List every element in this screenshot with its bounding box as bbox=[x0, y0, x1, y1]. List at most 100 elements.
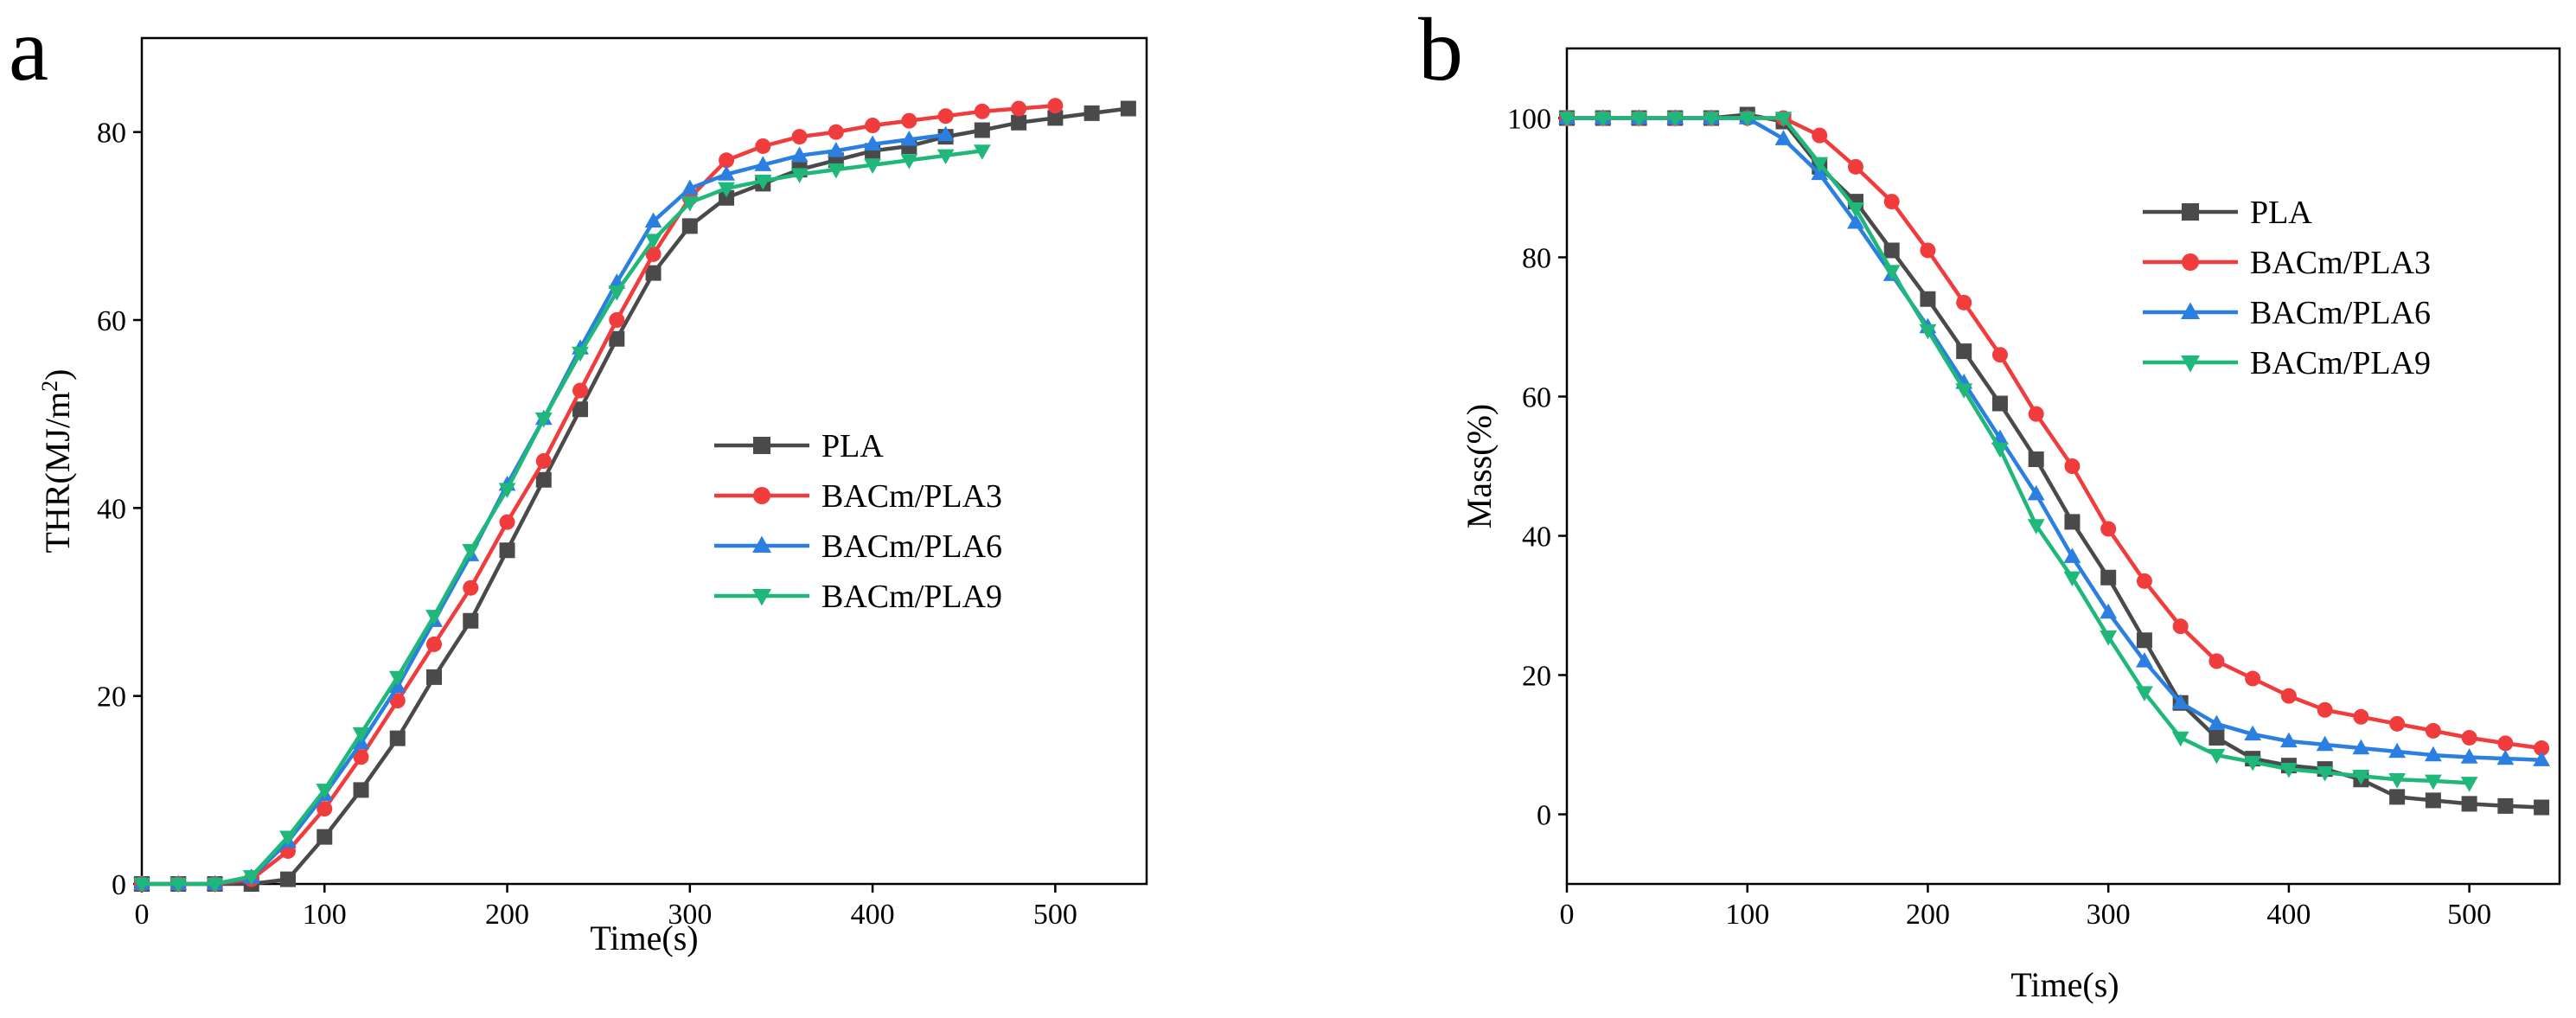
panel-b-legend-swatch-marker bbox=[2181, 302, 2200, 319]
panel-a-legend-swatch-marker bbox=[753, 437, 770, 454]
panel-a-point-bacm-pla9 bbox=[462, 544, 480, 560]
panel-a-point-bacm-pla9 bbox=[864, 158, 881, 175]
panel-b-point-bacm-pla9 bbox=[2388, 773, 2407, 789]
panel-b-legend-item-bacm-pla6: BACm/PLA6 bbox=[2143, 295, 2431, 331]
panel-a-point-bacm-pla9 bbox=[973, 144, 991, 160]
panel-a-point-bacm-pla3 bbox=[389, 693, 406, 709]
panel-a-point-pla bbox=[463, 612, 479, 629]
panel-b-y-tick-label: 80 bbox=[1522, 243, 1551, 275]
panel-b-point-bacm-pla3 bbox=[2136, 573, 2152, 589]
panel-b-point-pla bbox=[2425, 792, 2441, 809]
panel-b-point-bacm-pla6 bbox=[1847, 213, 1864, 229]
panel-b-point-bacm-pla9 bbox=[2316, 766, 2334, 782]
panel-a-x-axis-title: Time(s) bbox=[590, 919, 698, 957]
panel-b-point-bacm-pla9 bbox=[1630, 112, 1648, 127]
panel-b-point-bacm-pla9 bbox=[2063, 571, 2081, 587]
panel-b-point-bacm-pla9 bbox=[2460, 777, 2478, 792]
panel-b-series-bacm-pla9 bbox=[1558, 112, 2478, 792]
panel-b-point-bacm-pla3 bbox=[1920, 242, 1936, 259]
panel-b-x-tick-label: 500 bbox=[2447, 899, 2491, 931]
panel-b-point-bacm-pla3 bbox=[2497, 735, 2514, 752]
panel-b-point-bacm-pla3 bbox=[2100, 521, 2117, 537]
panel-b-point-bacm-pla9 bbox=[2100, 631, 2118, 646]
panel-b-point-bacm-pla6 bbox=[2063, 547, 2081, 563]
panel-b-legend-label: BACm/PLA3 bbox=[2250, 245, 2431, 281]
panel-a-point-bacm-pla3 bbox=[535, 453, 552, 469]
panel-a-x-axis: 0 100 200 300 400 500 bbox=[135, 884, 1077, 931]
panel-a-y-title-end: ) bbox=[38, 368, 77, 380]
panel-a-point-pla bbox=[1120, 100, 1136, 117]
panel-b-point-bacm-pla3 bbox=[1812, 127, 1828, 144]
panel-a-point-pla bbox=[280, 871, 297, 887]
panel-b-point-pla bbox=[2064, 514, 2081, 530]
panel-b-point-bacm-pla3 bbox=[2353, 708, 2369, 725]
panel-a-point-bacm-pla6 bbox=[718, 165, 735, 181]
panel-a-point-bacm-pla9 bbox=[388, 670, 406, 687]
panel-a-point-bacm-pla9 bbox=[900, 154, 918, 170]
panel-a-point-bacm-pla3 bbox=[865, 118, 881, 134]
panel-a-point-pla bbox=[609, 330, 625, 347]
panel-a-y-tick-label: 60 bbox=[97, 305, 126, 337]
panel-a-y-tick-label: 0 bbox=[112, 869, 126, 901]
panel-a-thr-chart: a 0 100 200 300 400 500 0 20 40 60 80 Time(s) THR… bbox=[9, 0, 1148, 957]
panel-a-y-tick-label: 40 bbox=[97, 493, 126, 525]
panel-b-point-bacm-pla6 bbox=[2280, 732, 2298, 748]
panel-b-point-bacm-pla3 bbox=[2245, 670, 2261, 687]
panel-b-point-pla bbox=[2534, 799, 2550, 816]
panel-b-point-bacm-pla9 bbox=[1738, 112, 1756, 127]
panel-a-point-bacm-pla3 bbox=[316, 801, 333, 817]
panel-a-point-bacm-pla3 bbox=[572, 382, 589, 399]
panel-b-point-bacm-pla6 bbox=[2388, 742, 2407, 759]
panel-b-y-tick-label: 20 bbox=[1522, 661, 1551, 693]
panel-b-point-bacm-pla3 bbox=[1956, 294, 1972, 311]
panel-b-point-bacm-pla9 bbox=[1558, 112, 1576, 127]
panel-a-line-pla bbox=[142, 106, 1129, 887]
panel-a-point-bacm-pla9 bbox=[316, 784, 334, 799]
panel-a-x-tick-label: 0 bbox=[135, 899, 150, 931]
panel-b-y-tick-label: 40 bbox=[1522, 522, 1551, 554]
panel-b-point-pla bbox=[1991, 395, 2008, 412]
panel-a-plot-frame bbox=[140, 36, 1148, 886]
panel-a-point-bacm-pla9 bbox=[498, 483, 516, 498]
panel-a-series-bacm-pla9 bbox=[133, 144, 991, 893]
panel-a-point-bacm-pla9 bbox=[790, 168, 809, 183]
panel-a-legend-swatch-marker bbox=[752, 589, 771, 606]
panel-a-y-title-sup: 2 bbox=[37, 381, 62, 392]
panel-a-point-bacm-pla3 bbox=[937, 108, 954, 125]
panel-a-point-bacm-pla6 bbox=[900, 131, 918, 146]
panel-b-x-tick-label: 100 bbox=[1725, 899, 1769, 931]
panel-a-legend-label: BACm/PLA6 bbox=[821, 528, 1002, 565]
panel-b-point-bacm-pla9 bbox=[1703, 112, 1720, 127]
panel-b-point-pla bbox=[2497, 797, 2514, 814]
panel-a-point-bacm-pla9 bbox=[572, 346, 589, 362]
panel-b-point-bacm-pla6 bbox=[2352, 739, 2370, 755]
panel-a-point-bacm-pla3 bbox=[1011, 100, 1027, 117]
panel-b-series-pla bbox=[1559, 106, 2550, 816]
panel-b-x-axis: 0 100 200 300 400 500 bbox=[1560, 884, 2491, 931]
panel-a-y-axis-title: THR(MJ/m2) bbox=[37, 368, 77, 553]
panel-b-point-bacm-pla6 bbox=[2208, 714, 2226, 731]
panel-a-point-bacm-pla3 bbox=[901, 112, 917, 129]
panel-a-point-bacm-pla6 bbox=[644, 212, 662, 228]
panel-a-x-tick-label: 500 bbox=[1033, 899, 1077, 931]
panel-a-point-bacm-pla6 bbox=[754, 156, 772, 171]
panel-b-point-bacm-pla3 bbox=[2280, 688, 2297, 704]
panel-a-point-bacm-pla9 bbox=[681, 195, 699, 212]
panel-b-legend-label: BACm/PLA6 bbox=[2250, 295, 2431, 331]
panel-a-point-bacm-pla3 bbox=[1047, 98, 1064, 114]
panel-b-x-tick-label: 400 bbox=[2266, 899, 2311, 931]
panel-a-point-bacm-pla9 bbox=[279, 830, 297, 847]
panel-b-line-bacm-pla9 bbox=[1567, 116, 2470, 785]
panel-b-point-bacm-pla9 bbox=[2136, 686, 2153, 701]
panel-b-point-bacm-pla9 bbox=[2244, 755, 2262, 772]
panel-a-series-layer bbox=[133, 98, 1136, 893]
panel-b-point-pla bbox=[2208, 729, 2225, 746]
panel-b-legend: PLA BACm/PLA3 BACm/PLA6 BACm/PLA9 bbox=[2143, 195, 2431, 381]
panel-a-legend-swatch-marker bbox=[752, 535, 771, 553]
panel-a-point-pla bbox=[681, 218, 698, 234]
panel-b-point-bacm-pla3 bbox=[1991, 347, 2008, 363]
panel-a-x-tick-label: 200 bbox=[485, 899, 529, 931]
panel-b-x-tick-label: 0 bbox=[1560, 899, 1575, 931]
panel-a-point-pla bbox=[353, 782, 369, 798]
panel-a-point-bacm-pla9 bbox=[352, 727, 370, 743]
